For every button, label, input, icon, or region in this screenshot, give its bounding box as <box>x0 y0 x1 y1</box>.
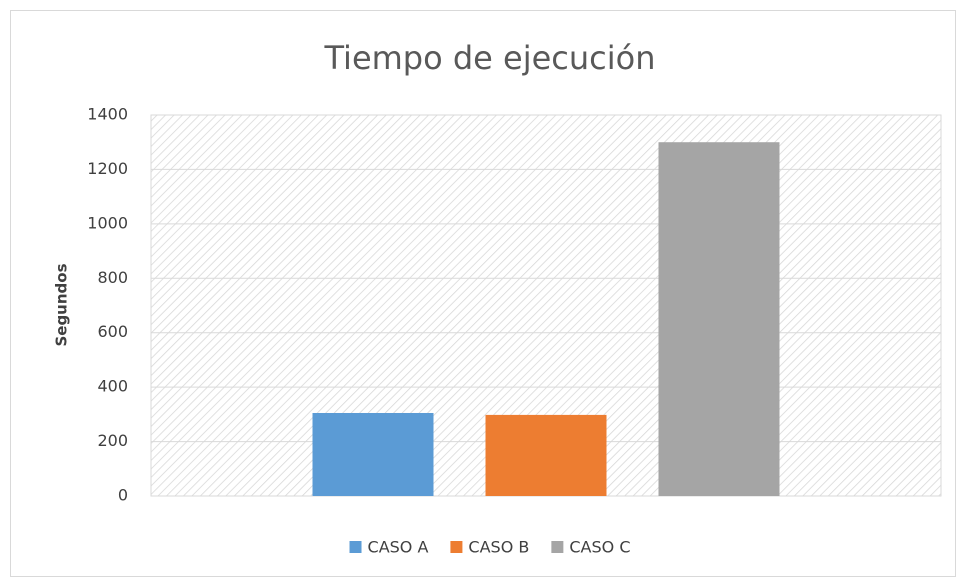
legend-swatch <box>551 541 564 553</box>
y-tick-label: 400 <box>97 377 128 396</box>
bar <box>658 142 780 496</box>
legend-label: CASO B <box>468 538 529 557</box>
y-tick-label: 600 <box>97 322 128 341</box>
y-tick-label: 0 <box>118 486 128 505</box>
y-tick-label: 800 <box>97 268 128 287</box>
y-tick-label: 200 <box>97 431 128 450</box>
bar <box>312 412 434 496</box>
bar <box>485 414 607 496</box>
legend-swatch <box>450 541 463 553</box>
chart-title: Tiempo de ejecución <box>323 39 655 77</box>
y-tick-label: 1200 <box>87 159 128 178</box>
y-axis-label: Segundos <box>53 263 71 346</box>
legend-swatch <box>349 541 362 553</box>
y-tick-label: 1000 <box>87 213 128 232</box>
legend-label: CASO A <box>368 538 429 557</box>
y-tick-label: 1400 <box>87 105 128 124</box>
legend-label: CASO C <box>569 538 630 557</box>
